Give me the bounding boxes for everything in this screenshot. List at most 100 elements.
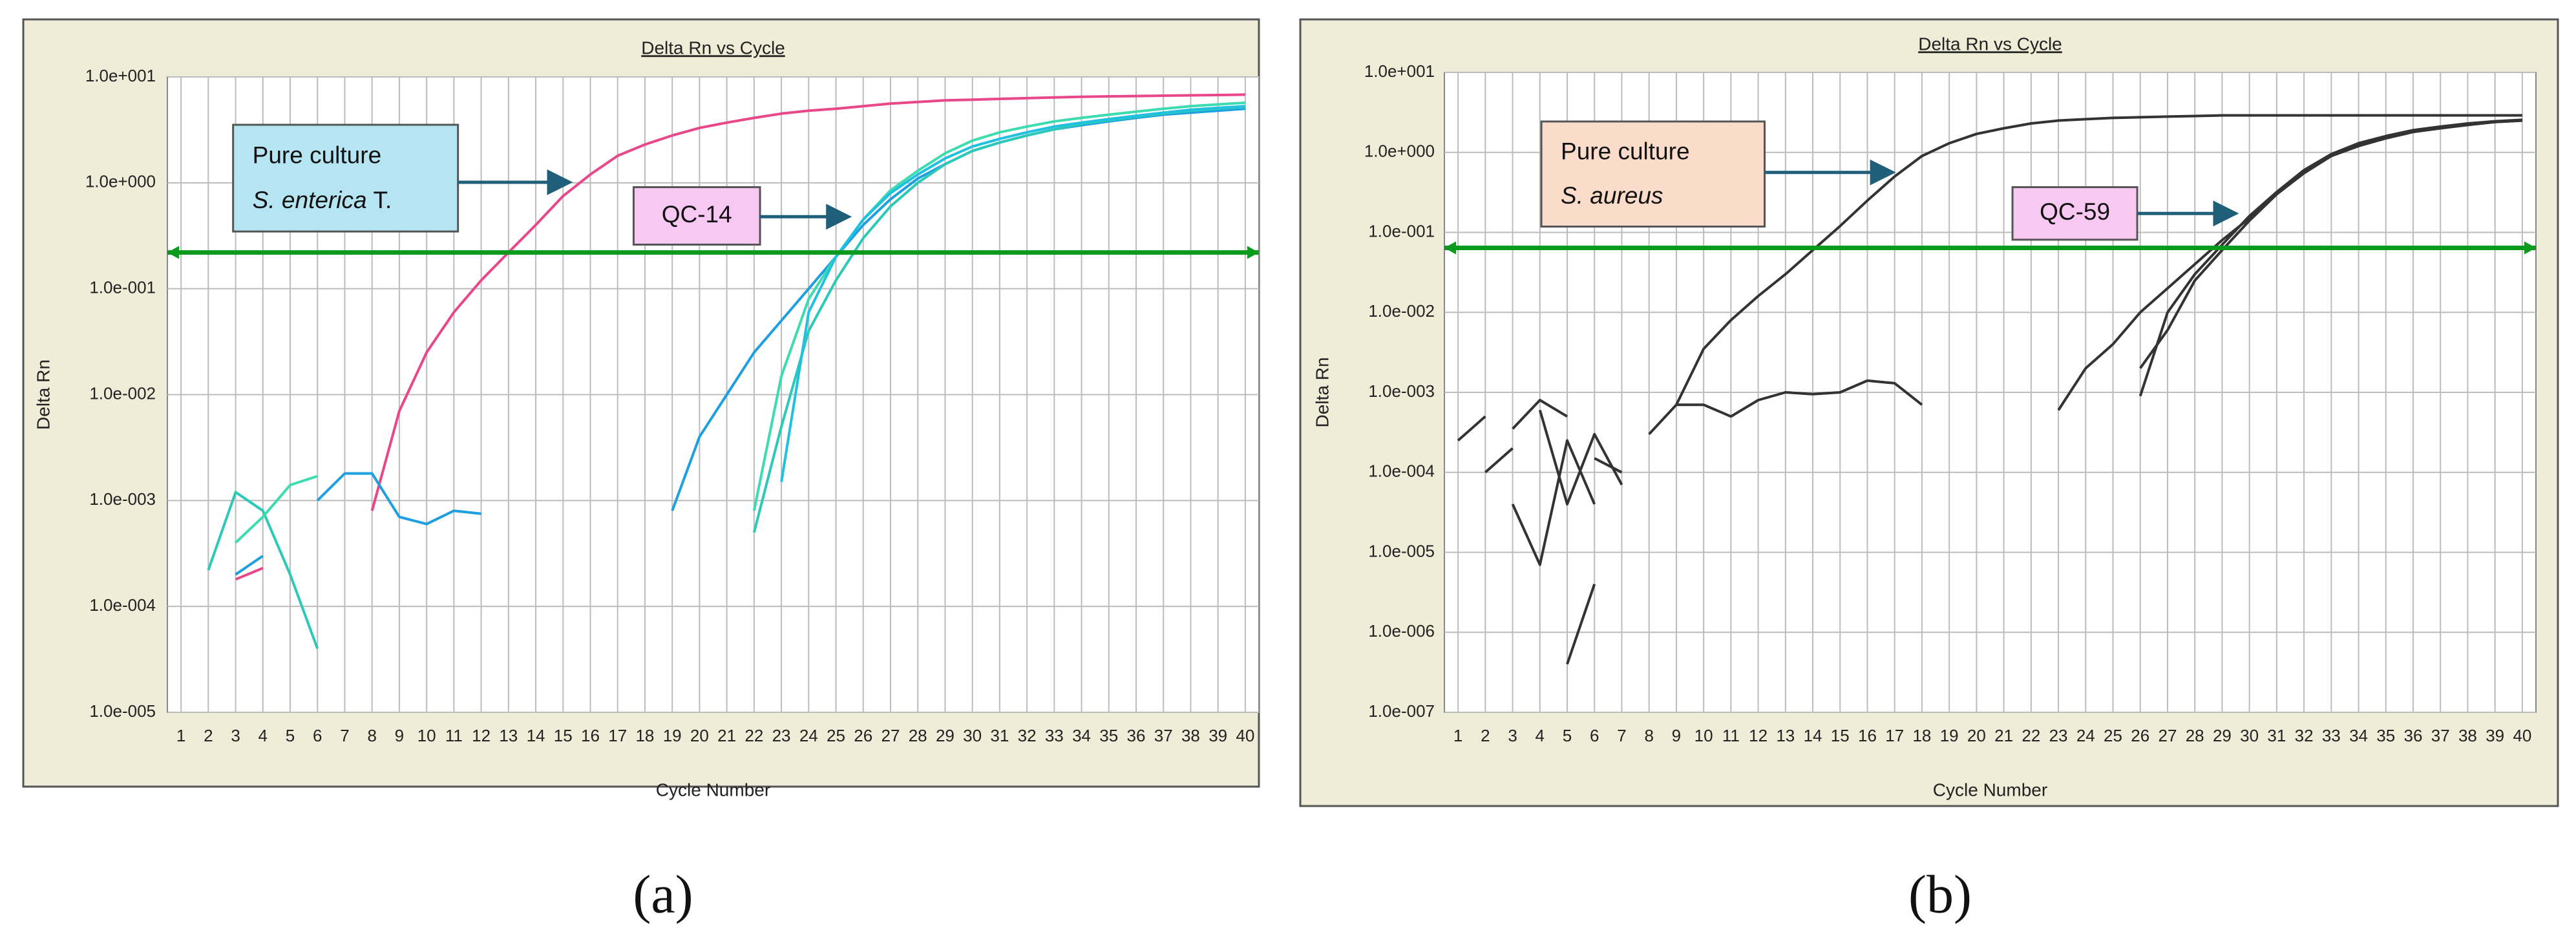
annotation-text: S. enterica T. bbox=[253, 187, 392, 213]
threshold-arrow-right bbox=[1247, 246, 1259, 259]
x-tick-label: 18 bbox=[635, 726, 654, 745]
x-tick-label: 3 bbox=[1508, 726, 1517, 745]
x-tick-label: 11 bbox=[1722, 726, 1740, 745]
x-tick-label: 7 bbox=[1617, 726, 1626, 745]
y-tick-label: 1.0e-007 bbox=[1368, 701, 1435, 721]
panel-label: (b) bbox=[1908, 864, 1972, 924]
annotation-text: QC-14 bbox=[662, 201, 732, 228]
annotation-italic: S. aureus bbox=[1561, 182, 1663, 209]
x-tick-label: 17 bbox=[1885, 726, 1904, 745]
annotation-text: S. aureus bbox=[1561, 182, 1663, 209]
series-line bbox=[1648, 114, 2522, 436]
annotation-box bbox=[1540, 120, 1766, 228]
x-tick-label: 9 bbox=[1672, 726, 1681, 745]
x-tick-label: 14 bbox=[527, 726, 545, 745]
x-tick-label: 5 bbox=[286, 726, 295, 745]
y-tick-label: 1.0e+000 bbox=[1364, 142, 1435, 161]
x-tick-label: 24 bbox=[799, 726, 818, 745]
x-tick-label: 19 bbox=[663, 726, 682, 745]
x-tick-label: 12 bbox=[1749, 726, 1768, 745]
y-tick-label: 1.0e-005 bbox=[1368, 541, 1435, 560]
annotation-text: T. bbox=[374, 187, 392, 213]
x-tick-label: 10 bbox=[417, 726, 436, 745]
x-tick-label: 15 bbox=[1831, 726, 1850, 745]
series-line bbox=[1566, 584, 1596, 665]
y-tick-label: 1.0e+001 bbox=[1364, 61, 1435, 81]
series-line bbox=[1538, 409, 1623, 505]
x-tick-label: 37 bbox=[2431, 726, 2450, 745]
x-tick-label: 23 bbox=[772, 726, 791, 745]
x-tick-label: 16 bbox=[1858, 726, 1877, 745]
x-tick-label: 8 bbox=[367, 726, 376, 745]
x-tick-label: 12 bbox=[472, 726, 491, 745]
x-tick-label: 33 bbox=[1045, 726, 1064, 745]
y-tick-label: 1.0e+000 bbox=[85, 172, 156, 191]
x-tick-label: 27 bbox=[2159, 726, 2177, 745]
x-tick-label: 31 bbox=[990, 726, 1009, 745]
annotation-italic: S. enterica bbox=[253, 187, 367, 213]
y-tick-label: 1.0e-005 bbox=[89, 701, 156, 721]
y-tick-label: 1.0e-006 bbox=[1368, 621, 1435, 641]
x-tick-label: 2 bbox=[1481, 726, 1490, 745]
annotation-box bbox=[232, 123, 459, 233]
chart-panel: 1 2 3 4 5 6 7 8 9 10 11 12 13 14 15 16 17 18 19 20 21 22 23 24 2… bbox=[1299, 18, 2559, 924]
x-tick-label: 40 bbox=[2513, 726, 2531, 745]
x-tick-label: 25 bbox=[2104, 726, 2122, 745]
x-tick-label: 1 bbox=[176, 726, 185, 745]
y-tick-label: 1.0e-001 bbox=[1368, 221, 1435, 240]
x-tick-label: 32 bbox=[2295, 726, 2314, 745]
x-tick-label: 34 bbox=[2349, 726, 2368, 745]
y-tick-label: 1.0e-003 bbox=[1368, 381, 1435, 401]
y-tick-label: 1.0e-004 bbox=[1368, 462, 1435, 481]
threshold-arrow-left bbox=[167, 246, 179, 259]
x-tick-label: 20 bbox=[690, 726, 709, 745]
x-tick-label: 25 bbox=[827, 726, 845, 745]
x-tick-label: 20 bbox=[1967, 726, 1986, 745]
y-axis-label: Delta Rn bbox=[1312, 357, 1332, 428]
x-tick-label: 33 bbox=[2322, 726, 2341, 745]
x-tick-label: 36 bbox=[1127, 726, 1146, 745]
series-line bbox=[235, 93, 1245, 581]
x-tick-label: 30 bbox=[2240, 726, 2259, 745]
chart-title: Delta Rn vs Cycle bbox=[641, 37, 785, 58]
x-tick-label: 24 bbox=[2076, 726, 2095, 745]
x-tick-label: 38 bbox=[1181, 726, 1200, 745]
x-tick-label: 17 bbox=[608, 726, 627, 745]
x-tick-label: 39 bbox=[1209, 726, 1227, 745]
x-tick-label: 6 bbox=[313, 726, 322, 745]
x-tick-label: 21 bbox=[1994, 726, 2013, 745]
x-tick-label: 28 bbox=[2186, 726, 2204, 745]
y-tick-label: 1.0e-002 bbox=[1368, 301, 1435, 321]
x-tick-label: 22 bbox=[744, 726, 763, 745]
chart-panel: 1 2 3 4 5 6 7 8 9 10 11 12 13 14 15 16 17 18 19 20 21 22 23 24 2… bbox=[22, 18, 1260, 924]
x-tick-label: 35 bbox=[2376, 726, 2395, 745]
y-tick-label: 1.0e-003 bbox=[89, 489, 156, 509]
x-tick-label: 27 bbox=[882, 726, 900, 745]
series-line bbox=[1457, 379, 1923, 442]
x-tick-label: 10 bbox=[1694, 726, 1713, 745]
x-tick-label: 21 bbox=[717, 726, 736, 745]
x-tick-label: 13 bbox=[499, 726, 518, 745]
x-tick-label: 34 bbox=[1072, 726, 1091, 745]
x-tick-label: 14 bbox=[1804, 726, 1822, 745]
x-axis-label: Cycle Number bbox=[656, 780, 770, 800]
x-tick-label: 31 bbox=[2267, 726, 2286, 745]
x-tick-label: 39 bbox=[2486, 726, 2504, 745]
x-tick-label: 7 bbox=[340, 726, 349, 745]
series-line bbox=[780, 105, 1246, 482]
x-tick-label: 40 bbox=[1236, 726, 1254, 745]
x-tick-label: 29 bbox=[2213, 726, 2232, 745]
y-tick-label: 1.0e+001 bbox=[85, 66, 156, 85]
x-tick-label: 16 bbox=[581, 726, 600, 745]
x-tick-label: 13 bbox=[1776, 726, 1795, 745]
annotation-text: QC-59 bbox=[2040, 198, 2110, 225]
x-axis-label: Cycle Number bbox=[1933, 780, 2047, 800]
x-tick-label: 36 bbox=[2404, 726, 2423, 745]
x-tick-label: 32 bbox=[1018, 726, 1037, 745]
x-tick-label: 1 bbox=[1453, 726, 1462, 745]
x-tick-label: 35 bbox=[1099, 726, 1118, 745]
x-tick-label: 28 bbox=[909, 726, 927, 745]
chart-title: Delta Rn vs Cycle bbox=[1918, 34, 2062, 54]
x-tick-label: 5 bbox=[1563, 726, 1572, 745]
